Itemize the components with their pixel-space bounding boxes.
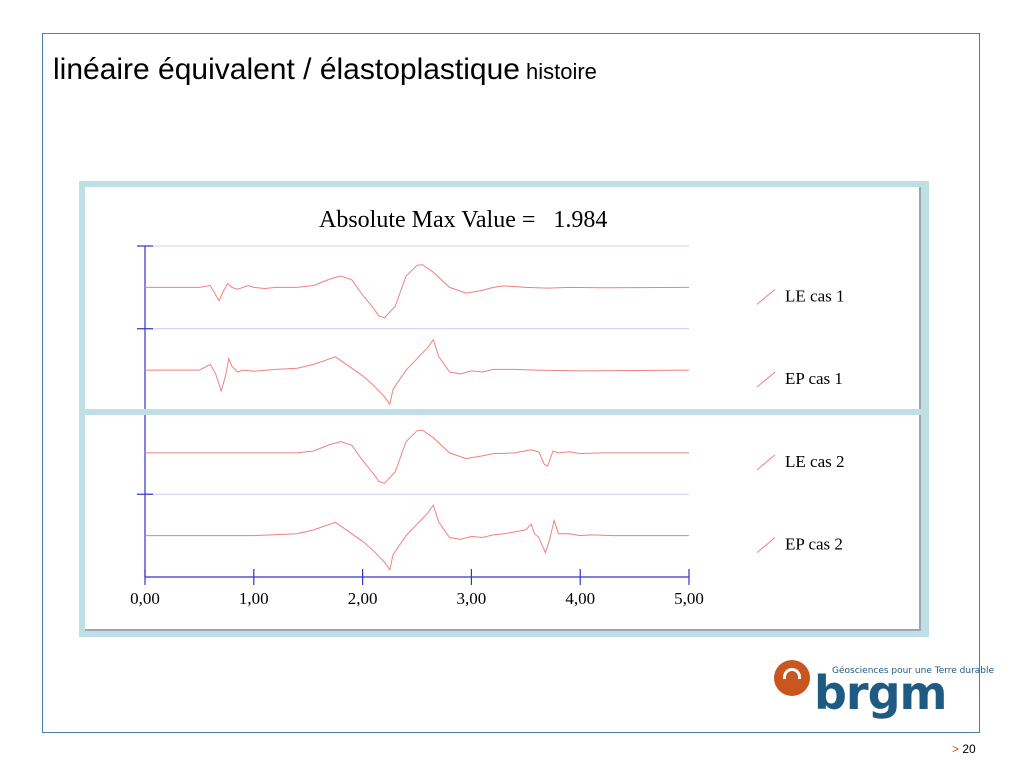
chart-title: Absolute Max Value = 1.984 [319,207,607,233]
brgm-logo-tagline: Géosciences pour une Terre durable [832,666,995,676]
page-number-value: 20 [962,742,976,756]
series-line [145,429,689,484]
series-line [145,504,689,572]
series-line [145,338,690,406]
x-tick-label: 4,00 [565,589,595,608]
legend-swatch [756,288,776,305]
legend-label: LE cas 1 [785,286,844,305]
x-tick-label: 3,00 [457,589,487,608]
chart-area: Absolute Max Value = 1.984 0,00 1,00 2,00 3… [85,187,921,631]
page-number: > 20 [952,742,976,756]
series-line [145,264,690,319]
brgm-logo: Géosciences pour une Terre durable brgm [770,652,994,732]
legend-label: EP cas 2 [785,535,843,554]
x-tick-label: 1,00 [239,589,269,608]
page-prefix: > [952,742,960,756]
legend-swatch [756,454,776,471]
chart-divider-bar [85,409,921,415]
legend-swatch [756,537,776,554]
x-tick-label: 5,00 [674,589,704,608]
brgm-logo-mark-icon [774,660,810,696]
x-tick-label: 0,00 [130,589,160,608]
legend-label: EP cas 1 [785,369,843,388]
legend-label: LE cas 2 [785,452,844,471]
x-tick-label: 2,00 [348,589,378,608]
brgm-logo-word: brgm [814,666,947,720]
slide-frame [42,33,980,733]
slide-title-main: linéaire équivalent / élastoplastique [53,53,520,86]
chart-frame: Absolute Max Value = 1.984 0,00 1,00 2,00 3… [79,181,929,637]
slide-title-sub: histoire [525,59,597,84]
slide-title: linéaire équivalent / élastoplastique his… [53,50,597,87]
chart-svg: Absolute Max Value = 1.984 0,00 1,00 2,00 3… [85,207,921,608]
legend-swatch [756,371,776,388]
